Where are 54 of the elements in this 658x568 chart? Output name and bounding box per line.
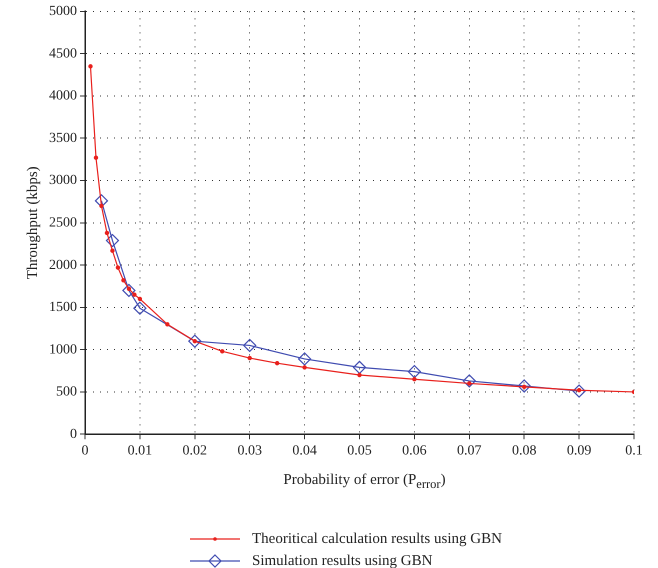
point bbox=[274, 360, 280, 366]
y-tick-label: 5000 bbox=[49, 4, 77, 20]
y-tick-label: 2000 bbox=[49, 258, 77, 273]
x-tick-label: 0.02 bbox=[182, 443, 208, 458]
y-tick-label: 3500 bbox=[49, 130, 77, 146]
y-tick-label: 0 bbox=[70, 426, 77, 442]
legend-label: Theoritical calculation results using GBN bbox=[252, 530, 502, 549]
y-tick-label: 4000 bbox=[49, 88, 77, 104]
y-tick-label: 1000 bbox=[49, 342, 77, 358]
point bbox=[243, 338, 256, 352]
point bbox=[88, 64, 93, 69]
point bbox=[94, 155, 98, 160]
point bbox=[99, 204, 104, 208]
x-tick-label: 0.08 bbox=[512, 443, 536, 458]
x-tick-label: 0.06 bbox=[402, 443, 427, 458]
x-tick-label: 0.07 bbox=[457, 443, 482, 458]
point bbox=[133, 302, 146, 315]
point bbox=[298, 352, 312, 366]
point bbox=[352, 360, 366, 374]
point bbox=[116, 265, 120, 270]
point bbox=[104, 230, 110, 236]
y-tick-label: 3000 bbox=[49, 173, 77, 188]
point bbox=[94, 194, 108, 208]
x-tick-label: 0 bbox=[82, 443, 88, 458]
legend-label: Simulation results using GBN bbox=[252, 552, 432, 568]
y-tick-label: 4500 bbox=[49, 46, 77, 62]
point bbox=[412, 377, 417, 382]
point bbox=[121, 278, 126, 282]
x-tick-label: 0.1 bbox=[625, 443, 643, 458]
point bbox=[248, 356, 252, 360]
y-axis-title: Throughput (kbps) bbox=[24, 166, 41, 280]
x-tick-label: 0.03 bbox=[237, 443, 262, 458]
point bbox=[106, 234, 120, 248]
point bbox=[462, 374, 476, 388]
x-axis-title: Probability of error (P$_{error}$) bbox=[282, 472, 447, 492]
x-tick-label: 0.09 bbox=[566, 443, 592, 458]
point bbox=[518, 379, 531, 393]
point bbox=[110, 248, 115, 253]
y-tick-label: 1500 bbox=[49, 300, 77, 316]
point bbox=[302, 365, 307, 370]
point bbox=[188, 334, 202, 348]
point bbox=[138, 296, 142, 302]
point bbox=[220, 349, 224, 354]
point bbox=[408, 365, 421, 378]
x-tick-label: 0.04 bbox=[292, 443, 317, 458]
x-tick-label: 0.01 bbox=[128, 443, 152, 458]
x-tick-label: 0.05 bbox=[347, 443, 372, 458]
point bbox=[122, 284, 136, 298]
point bbox=[165, 322, 170, 326]
y-tick-label: 500 bbox=[56, 384, 77, 400]
point bbox=[572, 384, 586, 398]
point bbox=[132, 292, 137, 297]
point bbox=[357, 372, 362, 378]
y-tick-label: 2500 bbox=[49, 215, 77, 230]
